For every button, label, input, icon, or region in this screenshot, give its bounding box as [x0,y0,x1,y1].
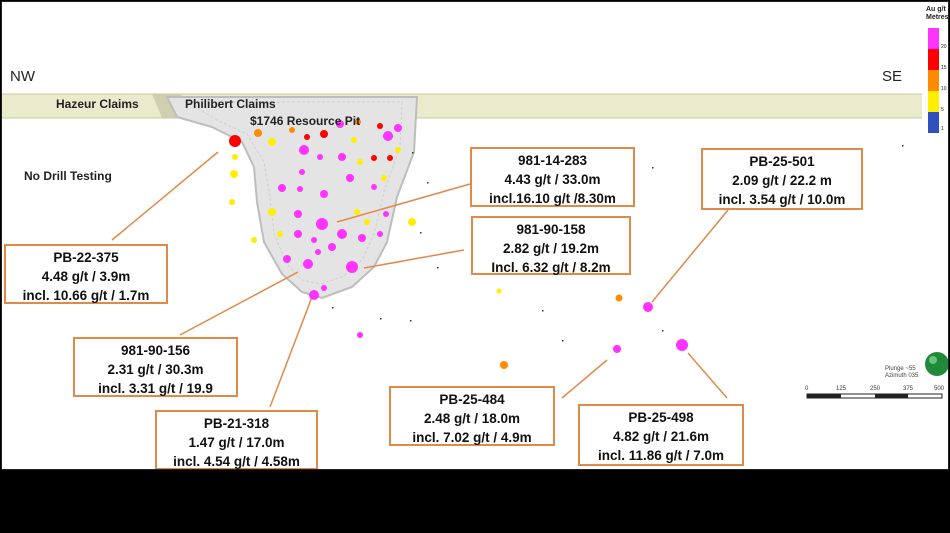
legend-tick: 5 [941,107,944,113]
plunge-azimuth-label: Plunge ~55 Azimuth 035 [885,366,919,379]
callout-incl: incl. 7.02 g/t / 4.9m [412,430,532,445]
callout-incl: incl. 4.54 g/t / 4.58m [173,454,300,469]
callout-981-90-156: 981-90-156 2.31 g/t / 30.3m incl. 3.31 g… [73,337,238,397]
long-section-panel: NW SE Hazeur Claims Philibert Claims $17… [1,1,949,470]
callout-grade: 4.48 g/t / 3.9m [41,269,131,284]
callout-incl: incl. 3.31 g/t / 19.9 [98,381,213,396]
resource-pit-label: $1746 Resource Pit [250,114,361,128]
callout-grade: 2.09 g/t / 22.2 m [732,173,832,188]
callout-grade: 2.82 g/t / 19.2m [502,241,600,256]
leader-pb-21-318 [269,296,313,408]
callout-grade: 1.47 g/t / 17.0m [188,435,285,450]
section-graphics [2,93,948,408]
scale-tick: 250 [870,386,881,392]
scale-tick: 125 [836,386,847,392]
callout-incl: Incl. 6.32 g/t / 8.2m [491,260,611,275]
direction-nw: NW [10,68,35,85]
leader-pb-25-498 [687,352,728,399]
scale-tick: 375 [903,386,914,392]
leader-981-90-158 [363,249,465,269]
callout-title: PB-25-501 [749,154,815,169]
callout-title: PB-25-498 [628,410,694,425]
callout-title: 981-90-158 [516,222,586,237]
legend-tick: 10 [941,86,947,92]
leader-pb-25-484 [561,359,608,399]
claims-band [2,94,922,118]
claim-label-philibert: Philibert Claims [185,97,276,111]
callout-title: PB-21-318 [203,416,270,431]
leader-981-90-156 [179,271,299,336]
leader-pb-25-501 [651,209,729,303]
callout-incl: incl. 11.86 g/t / 7.0m [597,448,725,463]
callout-incl: incl. 3.54 g/t / 10.0m [718,192,846,207]
callout-981-90-158: 981-90-158 2.82 g/t / 19.2m Incl. 6.32 g… [471,216,631,275]
legend-title-line1: Au g/t [926,6,946,13]
legend-color-bar [928,28,939,133]
callout-incl: incl. 10.66 g/t / 1.7m [22,288,150,303]
leader-981-14-283 [336,183,471,223]
legend-tick: 15 [941,65,947,71]
drill-intercepts [229,119,688,369]
callout-pb-22-375: PB-22-375 4.48 g/t / 3.9m incl. 10.66 g/… [4,244,168,304]
legend-tick: 20 [941,44,947,50]
callout-grade: 4.82 g/t / 21.6m [612,429,710,444]
no-drill-testing-label: No Drill Testing [24,169,112,183]
black-border-band [0,470,950,533]
callout-incl: incl.16.10 g/t /8.30m [489,191,616,206]
direction-se: SE [882,68,903,85]
callout-pb-21-318: PB-21-318 1.47 g/t / 17.0m incl. 4.54 g/… [155,410,318,469]
callout-pb-25-501: PB-25-501 2.09 g/t / 22.2 m incl. 3.54 g… [701,148,863,210]
scale-bar [806,393,943,399]
callout-grade: 2.31 g/t / 30.3m [107,362,204,377]
grade-legend: Au g/t Metres 20 15 10 5 1 [926,6,949,133]
callout-981-14-283: 981-14-283 4.43 g/t / 33.0m incl.16.10 g… [470,147,635,207]
scale-tick: 500 [934,386,945,392]
callout-pb-25-498: PB-25-498 4.82 g/t / 21.6m incl. 11.86 g… [578,404,744,466]
callout-title: 981-90-156 [120,343,191,358]
orientation-sphere [925,352,948,376]
callout-grade: 4.43 g/t / 33.0m [504,172,601,187]
leader-pb-22-375 [111,151,219,241]
callout-title: 981-14-283 [517,153,588,168]
callout-pb-25-484: PB-25-484 2.48 g/t / 18.0m incl. 7.02 g/… [389,386,555,446]
legend-title-line2: Metres [926,14,949,21]
callout-grade: 2.48 g/t / 18.0m [423,411,521,426]
callout-title: PB-25-484 [439,392,505,407]
legend-tick: 1 [941,126,944,132]
callout-title: PB-22-375 [53,250,119,265]
claim-label-hazeur: Hazeur Claims [56,97,139,111]
scale-tick: 0 [805,386,809,392]
